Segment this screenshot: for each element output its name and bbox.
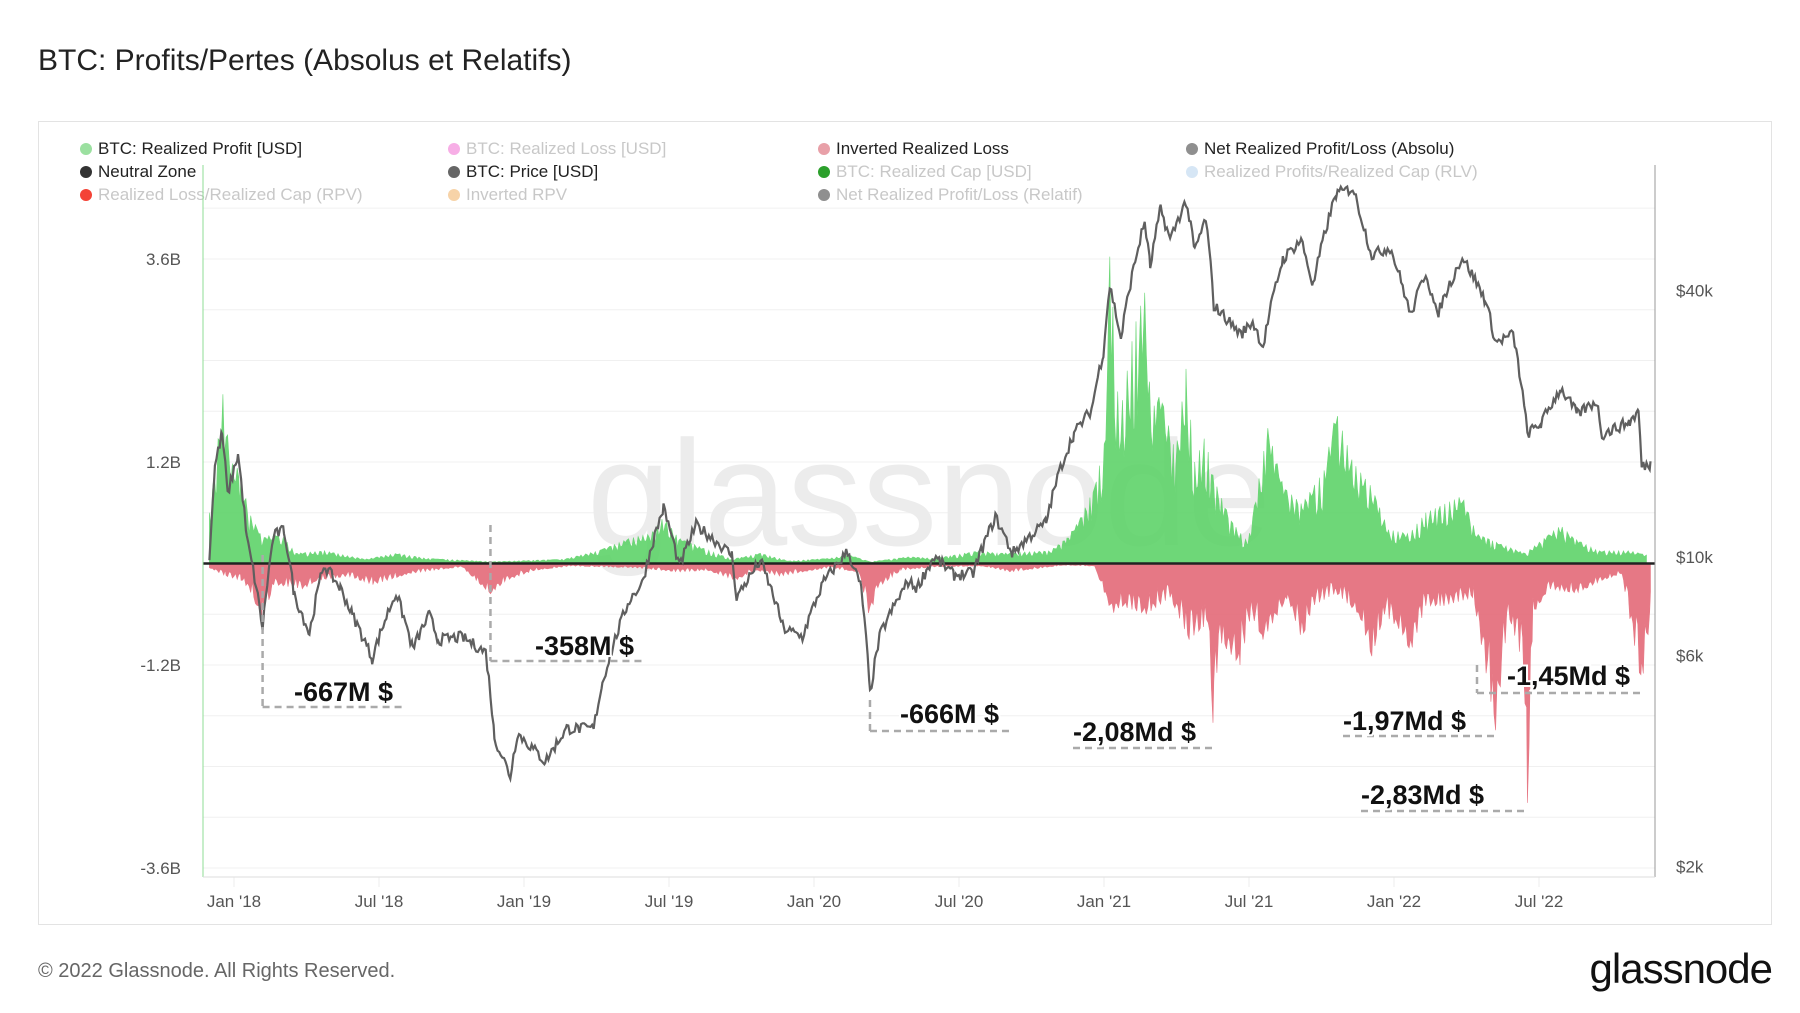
x-tick-label: Jan '19 <box>497 892 551 911</box>
legend-label: Inverted RPV <box>466 185 568 204</box>
x-tick-label: Jul '18 <box>355 892 404 911</box>
legend-dot-icon <box>1186 166 1198 178</box>
chart-title: BTC: Profits/Pertes (Absolus et Relatifs… <box>38 44 572 77</box>
chart-frame <box>38 121 1772 925</box>
y-right-tick-label: $40k <box>1676 281 1713 300</box>
legend-label: BTC: Realized Loss [USD] <box>466 139 667 158</box>
legend-dot-icon <box>818 189 830 201</box>
annotation-label: -1,45Md $ <box>1507 661 1630 691</box>
annotation-label: -358M $ <box>535 631 634 661</box>
x-tick-label: Jul '22 <box>1515 892 1564 911</box>
legend-label: BTC: Realized Cap [USD] <box>836 162 1032 181</box>
legend-item[interactable]: Inverted Realized Loss <box>818 139 1009 159</box>
legend-label: Net Realized Profit/Loss (Relatif) <box>836 185 1083 204</box>
legend-item[interactable]: Inverted RPV <box>448 185 567 205</box>
legend-item[interactable]: Realized Loss/Realized Cap (RPV) <box>80 185 363 205</box>
legend-item[interactable]: Neutral Zone <box>80 162 196 182</box>
x-tick-label: Jan '21 <box>1077 892 1131 911</box>
x-tick-label: Jul '21 <box>1225 892 1274 911</box>
copyright-text: © 2022 Glassnode. All Rights Reserved. <box>38 960 396 982</box>
x-tick-label: Jul '19 <box>645 892 694 911</box>
y-right-tick-label: $6k <box>1676 646 1704 665</box>
y-left-tick-label: -1.2B <box>140 656 181 675</box>
legend-label: BTC: Price [USD] <box>466 162 599 181</box>
annotation-label: -667M $ <box>294 677 393 707</box>
annotation-label: -1,97Md $ <box>1343 706 1466 736</box>
legend-item[interactable]: BTC: Realized Cap [USD] <box>818 162 1032 182</box>
legend-label: Realized Loss/Realized Cap (RPV) <box>98 185 363 204</box>
x-tick-label: Jan '22 <box>1367 892 1421 911</box>
legend-label: Neutral Zone <box>98 162 197 181</box>
legend-label: Inverted Realized Loss <box>836 139 1009 158</box>
legend-dot-icon <box>80 143 92 155</box>
y-right-tick-label: $10k <box>1676 548 1713 567</box>
legend-dot-icon <box>448 189 460 201</box>
y-right-tick-label: $2k <box>1676 858 1704 877</box>
annotation-label: -2,08Md $ <box>1073 717 1196 747</box>
btc-price-line <box>208 184 1652 784</box>
legend-item[interactable]: BTC: Realized Loss [USD] <box>448 139 666 159</box>
legend-dot-icon <box>818 166 830 178</box>
inverted-realized-loss-area <box>209 563 1651 803</box>
legend-label: Realized Profits/Realized Cap (RLV) <box>1204 162 1478 181</box>
annotation-label: -2,83Md $ <box>1361 780 1484 810</box>
annotation-label: -666M $ <box>900 699 999 729</box>
legend-item[interactable]: Net Realized Profit/Loss (Relatif) <box>818 185 1083 205</box>
y-left-tick-label: 1.2B <box>146 453 181 472</box>
x-tick-label: Jan '18 <box>207 892 261 911</box>
y-left-tick-label: -3.6B <box>140 859 181 878</box>
legend-item[interactable]: Net Realized Profit/Loss (Absolu) <box>1186 139 1454 159</box>
legend-dot-icon <box>80 166 92 178</box>
legend-label: BTC: Realized Profit [USD] <box>98 139 303 158</box>
y-left-tick-label: 3.6B <box>146 250 181 269</box>
legend-dot-icon <box>1186 143 1198 155</box>
glassnode-logo: glassnode <box>1589 945 1773 992</box>
legend-dot-icon <box>448 166 460 178</box>
legend-label: Net Realized Profit/Loss (Absolu) <box>1204 139 1455 158</box>
legend-dot-icon <box>80 189 92 201</box>
x-tick-label: Jan '20 <box>787 892 841 911</box>
legend-item[interactable]: BTC: Realized Profit [USD] <box>80 139 302 159</box>
legend-dot-icon <box>818 143 830 155</box>
x-tick-label: Jul '20 <box>935 892 984 911</box>
legend-item[interactable]: Realized Profits/Realized Cap (RLV) <box>1186 162 1478 182</box>
legend-dot-icon <box>448 143 460 155</box>
legend-item[interactable]: BTC: Price [USD] <box>448 162 598 182</box>
